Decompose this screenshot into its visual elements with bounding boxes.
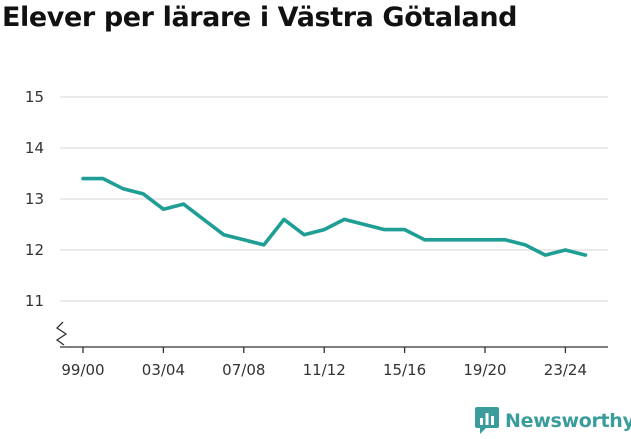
x-tick-label: 19/20 xyxy=(463,361,506,379)
x-tick-label: 11/12 xyxy=(303,361,346,379)
x-axis xyxy=(55,321,608,348)
y-tick-label: 11 xyxy=(25,292,44,310)
axis-break-icon xyxy=(55,321,68,346)
y-tick-label: 14 xyxy=(25,139,44,157)
brand-name: Newsworthy xyxy=(505,409,631,432)
x-axis-ticks xyxy=(82,347,567,353)
x-tick-label: 03/04 xyxy=(142,361,185,379)
brand-logo: Newsworthy xyxy=(475,407,631,434)
x-tick-label: 07/08 xyxy=(222,361,265,379)
y-tick-label: 13 xyxy=(25,190,44,208)
x-tick-label: 23/24 xyxy=(544,361,587,379)
y-axis-tick-labels: 11 12 13 14 15 xyxy=(25,88,44,310)
series-group xyxy=(81,176,588,257)
gridlines xyxy=(60,96,608,302)
chart-title: Elever per lärare i Västra Götaland xyxy=(2,2,518,33)
series-line-0 xyxy=(81,176,588,257)
x-axis-tick-labels: 99/00 03/04 07/08 11/12 15/16 19/20 23/24 xyxy=(61,361,587,379)
newsworthy-logo-icon xyxy=(475,407,499,434)
y-tick-label: 15 xyxy=(25,88,44,106)
x-tick-label: 15/16 xyxy=(383,361,426,379)
x-tick-label: 99/00 xyxy=(61,361,104,379)
y-tick-label: 12 xyxy=(25,241,44,259)
